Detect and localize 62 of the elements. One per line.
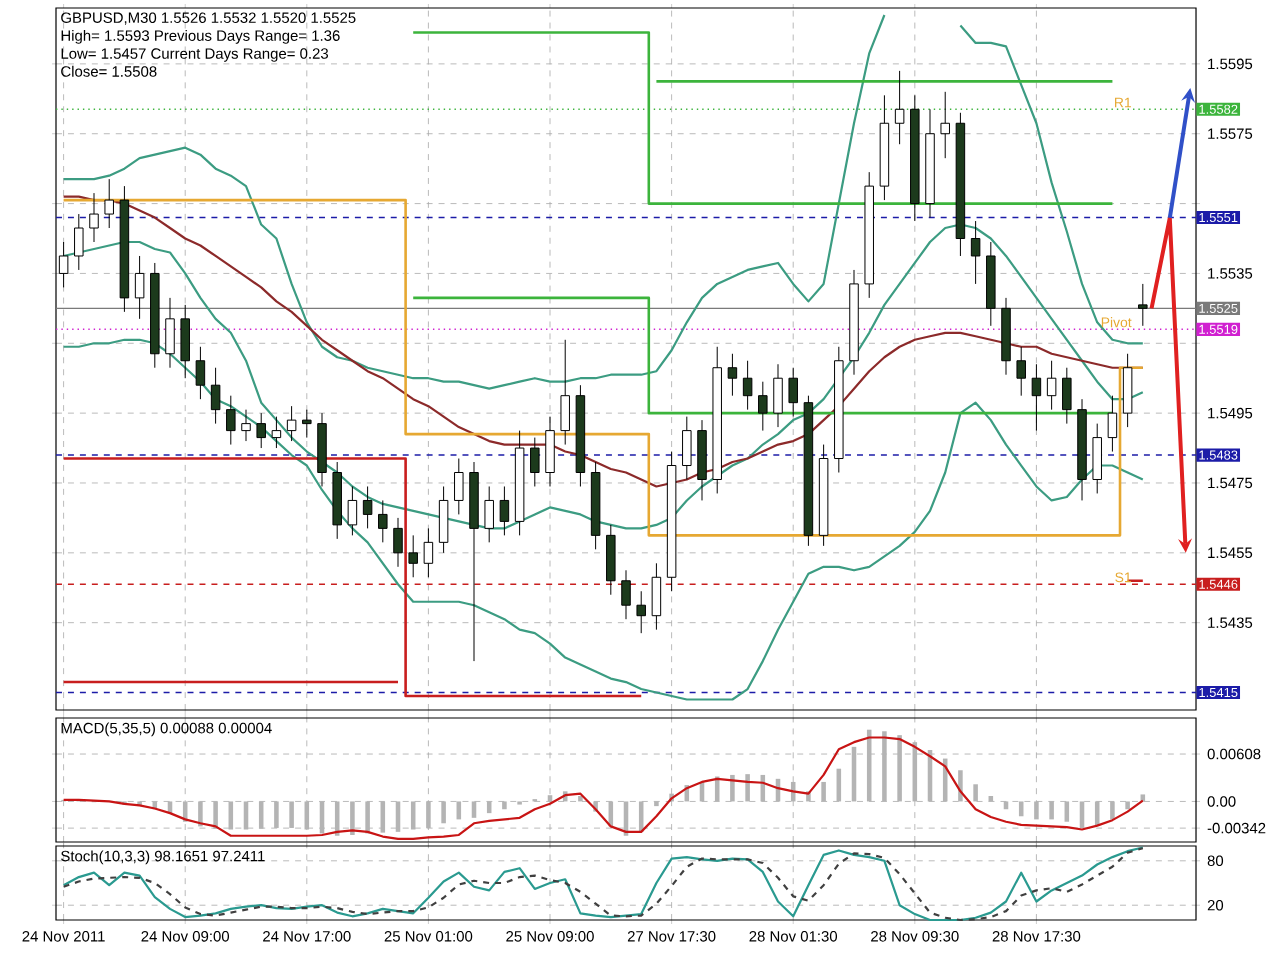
- candlestick: [195, 346, 206, 400]
- candlestick: [970, 220, 981, 285]
- candlestick: [940, 91, 950, 159]
- candlestick: [1092, 423, 1102, 494]
- candlestick: [545, 416, 555, 487]
- candlestick: [74, 213, 84, 271]
- candlestick: [271, 416, 282, 449]
- candlestick: [226, 395, 236, 446]
- candlestick: [1138, 283, 1148, 327]
- candlestick: [438, 485, 449, 554]
- candlestick: [1062, 367, 1072, 425]
- candlestick: [1031, 363, 1042, 432]
- candlestick: [241, 409, 251, 442]
- candlestick: [651, 562, 662, 631]
- candlestick: [1046, 360, 1057, 411]
- candlestick: [484, 485, 494, 543]
- candlestick: [180, 304, 190, 379]
- candlestick: [378, 499, 388, 543]
- candlestick: [104, 178, 114, 229]
- candlestick: [1107, 395, 1118, 453]
- candlestick: [393, 517, 403, 568]
- candlestick: [758, 381, 768, 432]
- bar: [1110, 801, 1115, 820]
- candlestick: [606, 524, 616, 596]
- candlestick: [1016, 346, 1026, 397]
- bar: [441, 801, 446, 824]
- candlestick: [621, 569, 631, 620]
- candlestick: [894, 70, 905, 145]
- bar: [1049, 801, 1054, 820]
- candlestick: [530, 437, 540, 487]
- bar: [502, 801, 507, 810]
- candlestick: [134, 255, 145, 320]
- candlestick: [636, 590, 646, 634]
- bar: [471, 801, 477, 818]
- candlestick: [256, 412, 266, 449]
- candlestick: [742, 360, 753, 411]
- bar: [745, 774, 750, 802]
- bar: [654, 801, 659, 807]
- candlestick: [362, 485, 373, 529]
- candlestick: [727, 353, 738, 397]
- candlestick: [408, 534, 418, 578]
- bar: [973, 784, 978, 802]
- candlestick: [210, 367, 221, 425]
- candlestick: [773, 363, 783, 428]
- bar: [1125, 801, 1130, 810]
- bar: [821, 781, 826, 802]
- candlestick: [1122, 353, 1133, 428]
- candlestick: [454, 458, 464, 515]
- candlestick: [682, 416, 692, 480]
- candlestick: [788, 367, 798, 418]
- candlestick: [89, 192, 99, 243]
- candlestick: [302, 409, 312, 439]
- candlestick: [423, 527, 434, 578]
- bar: [730, 774, 735, 802]
- candlestick: [347, 485, 358, 536]
- bar: [1064, 801, 1070, 822]
- candlestick: [560, 339, 570, 446]
- bar: [486, 801, 492, 814]
- bar: [578, 795, 583, 802]
- candlestick: [499, 485, 510, 536]
- candlestick: [286, 405, 297, 442]
- candlestick: [165, 297, 175, 369]
